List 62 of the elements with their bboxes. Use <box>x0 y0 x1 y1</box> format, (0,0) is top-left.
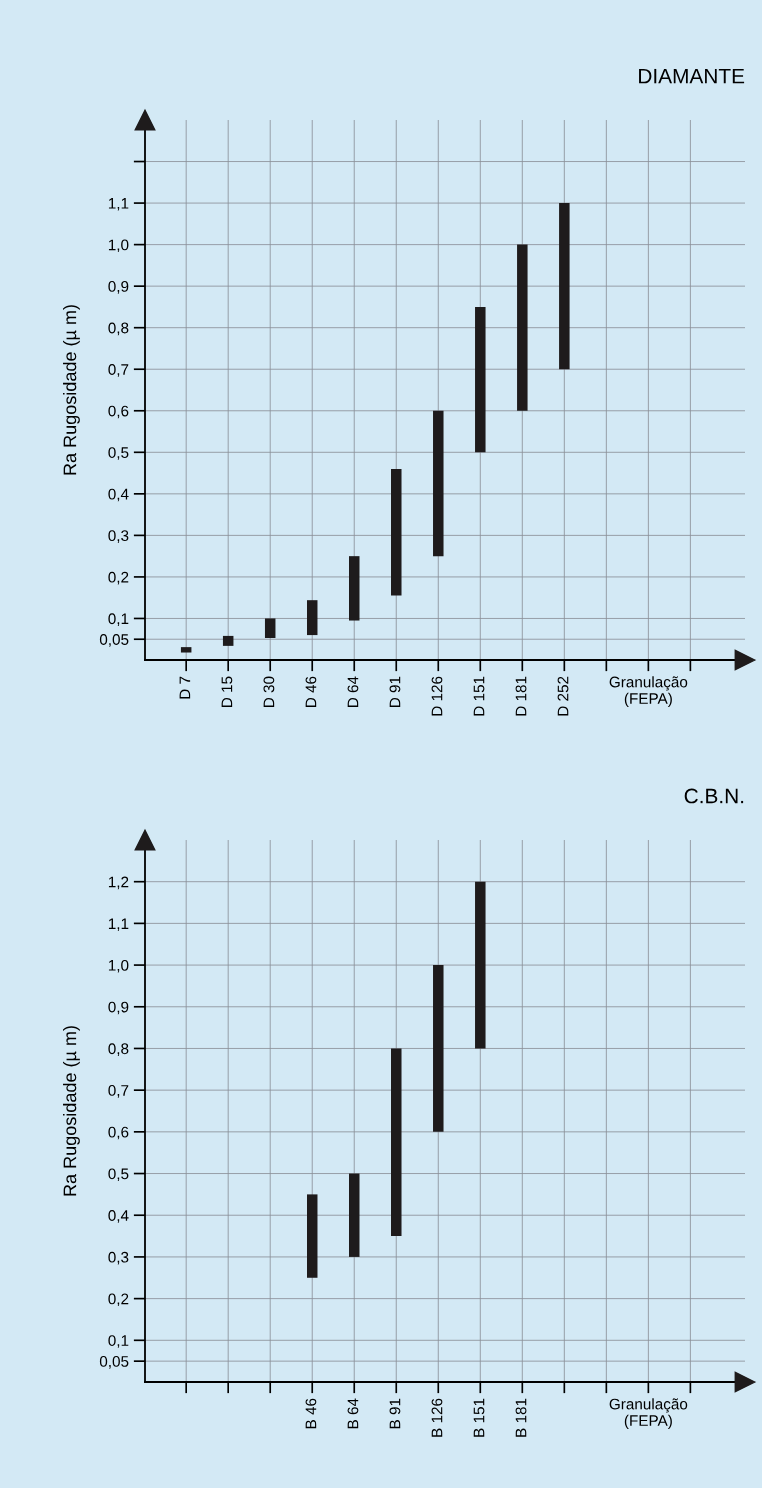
bar <box>180 647 192 653</box>
bar <box>433 965 444 1132</box>
y-tick-label: 0,8 <box>108 322 129 336</box>
y-axis-title: Ra Rugosidade (µ m) <box>63 1026 80 1196</box>
x-tick-label: B 181 <box>515 1398 527 1437</box>
x-tick-label: B 91 <box>389 1398 401 1429</box>
y-tick-label: 1,2 <box>108 876 129 890</box>
y-tick-label: 0,5 <box>108 1168 129 1182</box>
bar <box>433 410 444 557</box>
x-tick-label: B 64 <box>347 1398 359 1429</box>
y-tick-label: 0,2 <box>108 571 129 585</box>
x-tick-label: B 151 <box>473 1398 485 1437</box>
x-tick-label: D 126 <box>431 676 443 716</box>
bar <box>559 203 570 370</box>
y-tick-label: 0,6 <box>108 405 129 419</box>
x-tick-label: D 46 <box>305 676 317 707</box>
x-tick-label: D 151 <box>473 676 485 716</box>
x-tick-label: D 91 <box>389 676 401 707</box>
y-tick-label: 0,3 <box>108 1251 129 1265</box>
bar <box>348 1173 360 1257</box>
x-tick-label: B 46 <box>305 1398 317 1429</box>
y-tick-label: 0,3 <box>108 530 129 543</box>
x-tick-label: D 64 <box>347 676 359 707</box>
x-tick-label: D 15 <box>221 676 233 707</box>
x-axis-title: Granulação (FEPA) <box>609 1398 688 1430</box>
bar <box>475 306 486 453</box>
y-tick-label: 0,6 <box>108 1126 129 1140</box>
bar <box>306 600 318 636</box>
y-tick-label: 1,1 <box>108 918 129 931</box>
y-tick-label: 0,1 <box>108 613 129 626</box>
chart-title: DIAMANTE <box>639 68 745 84</box>
bar <box>264 618 276 638</box>
bar <box>348 556 360 621</box>
y-tick-label: 1,0 <box>108 239 129 253</box>
y-tick-label: 0,4 <box>108 1210 129 1223</box>
y-tick-label: 0,05 <box>99 634 129 647</box>
x-axis-title: Granulação (FEPA) <box>609 676 688 707</box>
bar <box>306 1194 318 1278</box>
x-tick-label: D 181 <box>515 676 527 716</box>
y-tick-label: 0,4 <box>108 488 129 502</box>
bar <box>517 244 528 411</box>
bar <box>391 1048 402 1237</box>
y-tick-label: 0,7 <box>108 1085 129 1098</box>
y-tick-label: 0,9 <box>108 281 129 294</box>
y-axis-title: Ra Rugosidade (µ m) <box>63 305 80 475</box>
y-tick-label: 0,5 <box>108 447 129 460</box>
y-tick-label: 0,7 <box>108 364 129 377</box>
x-tick-label: D 252 <box>557 676 569 716</box>
y-tick-label: 0,1 <box>108 1335 129 1348</box>
y-tick-label: 0,8 <box>108 1043 129 1056</box>
y-tick-label: 1,0 <box>108 959 129 973</box>
x-tick-label: D 7 <box>179 676 191 699</box>
x-tick-label: D 30 <box>263 676 275 707</box>
bar <box>222 635 234 646</box>
bar <box>391 468 402 596</box>
y-tick-label: 0,2 <box>108 1293 129 1307</box>
y-tick-label: 0,05 <box>99 1356 129 1369</box>
bar <box>475 881 486 1049</box>
x-tick-label: B 126 <box>431 1398 443 1437</box>
y-tick-label: 0,9 <box>108 1001 129 1015</box>
y-tick-label: 1,1 <box>108 198 129 211</box>
chart-title: C.B.N. <box>684 788 744 804</box>
